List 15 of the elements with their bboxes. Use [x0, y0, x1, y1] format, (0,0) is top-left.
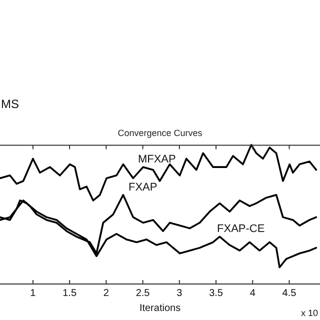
series-label: FXAP: [128, 181, 158, 194]
text: x 10: [300, 308, 318, 318]
x-tick-label: 2: [103, 288, 110, 299]
text: MS: [1, 97, 19, 112]
x-tick-label: 4: [250, 288, 256, 299]
x-tick-label: 3: [176, 288, 183, 299]
series-label: FXAP-CE: [217, 223, 265, 236]
chart-title: Convergence Curves: [118, 128, 203, 138]
series-label: MFXAP: [138, 154, 176, 166]
x-tick-label: 3.5: [209, 288, 224, 299]
x-tick-label: 1.5: [62, 288, 77, 299]
x-tick-label: 4.5: [282, 288, 297, 299]
x-tick-label: 2.5: [136, 288, 150, 299]
x-axis-title: Iterations: [139, 302, 181, 314]
x-tick-label: 1: [30, 288, 36, 299]
